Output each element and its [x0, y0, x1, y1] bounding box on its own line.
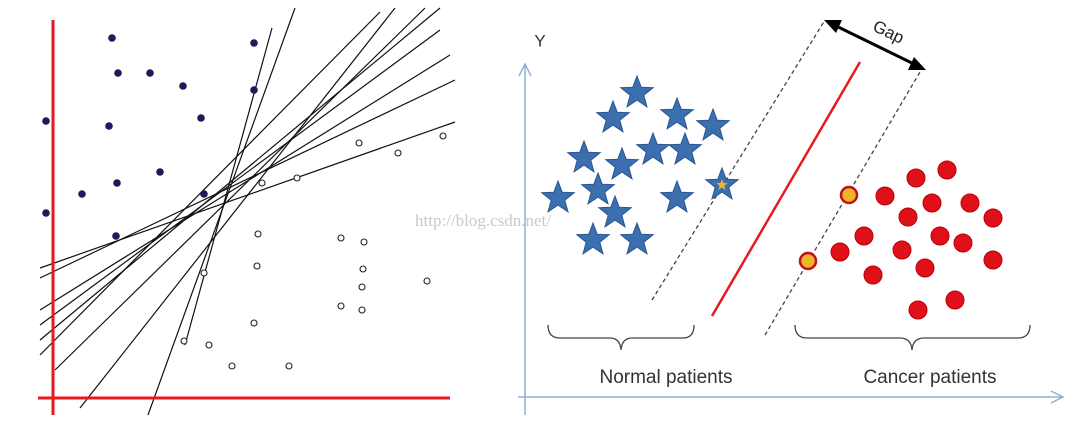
candidate-line	[54, 7, 426, 371]
class-b-point	[358, 283, 366, 291]
candidate-line	[39, 121, 456, 269]
class-b-point	[250, 319, 258, 327]
x-axis-arrow	[1050, 390, 1065, 404]
cancer-patient	[953, 233, 973, 253]
candidate-line	[39, 29, 441, 326]
normal-patient	[575, 221, 611, 255]
class-b-point	[253, 262, 261, 270]
y-axis-label: Y	[534, 31, 545, 50]
gap-arrowhead	[908, 57, 926, 70]
normal-patient	[695, 107, 731, 141]
class-a-point	[112, 232, 120, 240]
candidate-line	[39, 7, 441, 341]
cancer-patient	[830, 242, 850, 262]
normal-patient	[659, 179, 695, 213]
cancer-patient	[983, 208, 1003, 228]
normal-patient	[619, 221, 655, 255]
class-a-point	[105, 122, 113, 130]
cancer-patient	[875, 186, 895, 206]
cancer-patient	[892, 240, 912, 260]
class-a-point	[250, 86, 258, 94]
class-b-point	[180, 337, 188, 345]
class-b-point	[423, 277, 431, 285]
group-label: Cancer patients	[863, 367, 996, 388]
cancer-patient	[854, 226, 874, 246]
normal-patient	[580, 171, 616, 205]
class-b-point	[394, 149, 402, 157]
class-a-point	[78, 190, 86, 198]
class-b-point	[200, 269, 208, 277]
class-a-point	[113, 179, 121, 187]
class-b-point	[228, 362, 236, 370]
normal-patient	[635, 131, 671, 165]
margin-line	[651, 19, 826, 301]
class-b-point	[254, 230, 262, 238]
normal-patient	[566, 139, 602, 173]
gap-arrow	[829, 21, 921, 69]
left-panel	[38, 7, 456, 416]
normal-patient	[604, 146, 640, 180]
class-b-point	[205, 341, 213, 349]
group-label: Normal patients	[599, 367, 732, 388]
cancer-patient	[945, 290, 965, 310]
normal-patient	[595, 99, 631, 133]
cancer-patient	[908, 300, 928, 320]
bracket	[547, 324, 695, 351]
class-a-point	[197, 114, 205, 122]
right-panel: Y Gap Normal patients Cancer patients	[518, 17, 1065, 415]
class-b-point	[258, 179, 266, 187]
class-b-point	[337, 234, 345, 242]
candidate-line	[79, 7, 396, 409]
class-b-point	[439, 132, 447, 140]
separating-line	[710, 61, 862, 317]
class-a-point	[179, 82, 187, 90]
cancer-patient	[960, 193, 980, 213]
support-vector	[839, 185, 859, 205]
margin-line	[764, 71, 921, 336]
class-a-point	[108, 34, 116, 42]
cancer-patient	[983, 250, 1003, 270]
class-a-point	[200, 190, 208, 198]
class-b-point	[360, 238, 368, 246]
cancer-patient	[930, 226, 950, 246]
y-axis-arrow	[518, 62, 532, 77]
normal-patient	[619, 74, 655, 108]
cancer-patient	[898, 207, 918, 227]
support-vector	[798, 251, 818, 271]
class-b-point	[355, 139, 363, 147]
support-vector	[716, 179, 728, 190]
candidate-line	[39, 54, 451, 311]
class-b-point	[293, 174, 301, 182]
class-b-point	[285, 362, 293, 370]
class-b-point	[358, 306, 366, 314]
class-b-point	[359, 265, 367, 273]
class-a-point	[156, 168, 164, 176]
cancer-patient	[915, 258, 935, 278]
normal-patient	[597, 194, 633, 228]
cancer-patient	[937, 160, 957, 180]
cancer-patient	[922, 193, 942, 213]
class-a-point	[250, 39, 258, 47]
cancer-patient	[863, 265, 883, 285]
cancer-patient	[906, 168, 926, 188]
class-a-point	[42, 117, 50, 125]
class-b-point	[337, 302, 345, 310]
watermark: http://blog.csdn.net/	[415, 211, 551, 230]
normal-patient	[667, 131, 703, 165]
normal-patient	[540, 179, 576, 213]
normal-patient	[659, 96, 695, 130]
bracket	[794, 324, 1031, 351]
class-a-point	[114, 69, 122, 77]
class-a-point	[42, 209, 50, 217]
candidate-line	[39, 79, 456, 279]
gap-arrowhead	[824, 20, 842, 33]
class-a-point	[146, 69, 154, 77]
candidate-line	[39, 11, 381, 356]
